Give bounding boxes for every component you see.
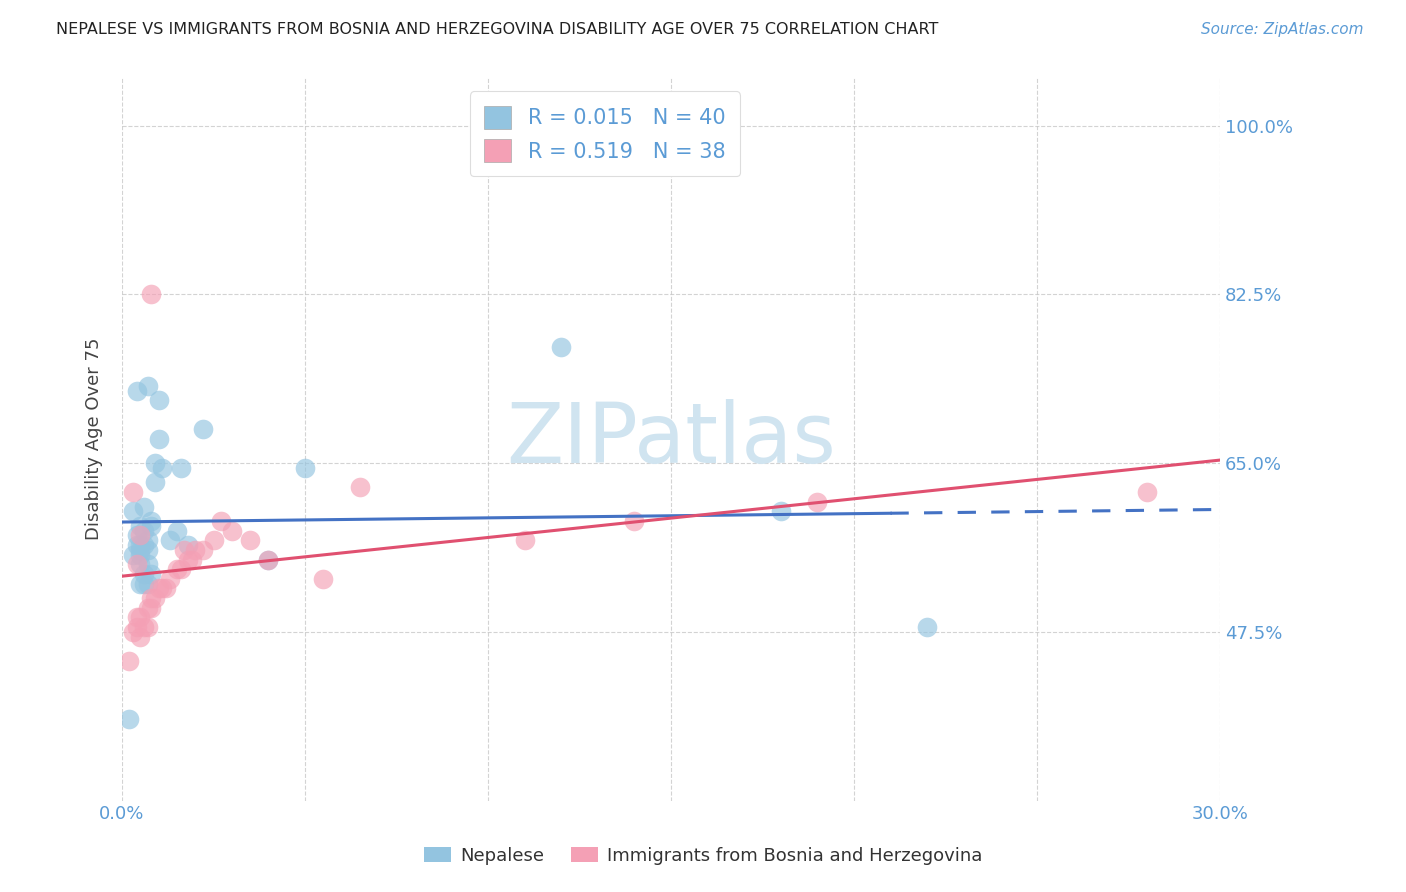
- Point: [202, 533, 225, 548]
- Legend: R = 0.015   N = 40, R = 0.519   N = 38: R = 0.015 N = 40, R = 0.519 N = 38: [470, 92, 741, 177]
- Point: [132, 620, 155, 634]
- Point: [122, 624, 145, 639]
- Point: [191, 422, 214, 436]
- Point: [169, 562, 191, 576]
- Point: [129, 610, 152, 624]
- Point: [166, 562, 188, 576]
- Point: [159, 572, 181, 586]
- Point: [915, 620, 938, 634]
- Point: [125, 538, 148, 552]
- Point: [221, 524, 243, 538]
- Point: [129, 630, 152, 644]
- Point: [136, 558, 159, 572]
- Point: [129, 518, 152, 533]
- Point: [125, 528, 148, 542]
- Point: [136, 379, 159, 393]
- Point: [184, 542, 207, 557]
- Point: [806, 494, 828, 508]
- Point: [180, 552, 202, 566]
- Point: [155, 582, 177, 596]
- Point: [132, 538, 155, 552]
- Point: [129, 558, 152, 572]
- Point: [125, 384, 148, 398]
- Text: NEPALESE VS IMMIGRANTS FROM BOSNIA AND HERZEGOVINA DISABILITY AGE OVER 75 CORREL: NEPALESE VS IMMIGRANTS FROM BOSNIA AND H…: [56, 22, 939, 37]
- Point: [1135, 485, 1157, 500]
- Point: [166, 524, 188, 538]
- Point: [209, 514, 232, 528]
- Point: [177, 552, 200, 566]
- Point: [122, 548, 145, 562]
- Point: [623, 514, 645, 528]
- Point: [769, 504, 792, 518]
- Point: [177, 538, 200, 552]
- Point: [125, 610, 148, 624]
- Legend: Nepalese, Immigrants from Bosnia and Herzegovina: Nepalese, Immigrants from Bosnia and Her…: [416, 840, 990, 872]
- Point: [136, 600, 159, 615]
- Text: ZIPatlas: ZIPatlas: [506, 399, 835, 480]
- Point: [132, 567, 155, 582]
- Point: [191, 542, 214, 557]
- Point: [148, 393, 170, 408]
- Y-axis label: Disability Age Over 75: Disability Age Over 75: [86, 338, 103, 541]
- Point: [550, 340, 572, 354]
- Point: [148, 432, 170, 446]
- Point: [143, 475, 166, 490]
- Point: [169, 461, 191, 475]
- Point: [118, 654, 141, 668]
- Point: [132, 500, 155, 514]
- Point: [141, 518, 163, 533]
- Point: [136, 533, 159, 548]
- Point: [239, 533, 262, 548]
- Point: [125, 620, 148, 634]
- Point: [257, 552, 280, 566]
- Point: [122, 504, 145, 518]
- Point: [173, 542, 195, 557]
- Point: [257, 552, 280, 566]
- Point: [129, 528, 152, 542]
- Point: [349, 480, 371, 494]
- Point: [141, 287, 163, 301]
- Point: [136, 576, 159, 591]
- Point: [132, 576, 155, 591]
- Point: [129, 542, 152, 557]
- Point: [159, 533, 181, 548]
- Point: [132, 524, 155, 538]
- Point: [150, 582, 173, 596]
- Point: [129, 538, 152, 552]
- Point: [129, 548, 152, 562]
- Point: [148, 582, 170, 596]
- Point: [141, 591, 163, 606]
- Point: [136, 542, 159, 557]
- Point: [118, 712, 141, 726]
- Text: Source: ZipAtlas.com: Source: ZipAtlas.com: [1201, 22, 1364, 37]
- Point: [141, 600, 163, 615]
- Point: [122, 485, 145, 500]
- Point: [125, 558, 148, 572]
- Point: [294, 461, 316, 475]
- Point: [136, 620, 159, 634]
- Point: [150, 461, 173, 475]
- Point: [312, 572, 335, 586]
- Point: [141, 567, 163, 582]
- Point: [129, 576, 152, 591]
- Point: [513, 533, 536, 548]
- Point: [141, 514, 163, 528]
- Point: [143, 456, 166, 470]
- Point: [143, 591, 166, 606]
